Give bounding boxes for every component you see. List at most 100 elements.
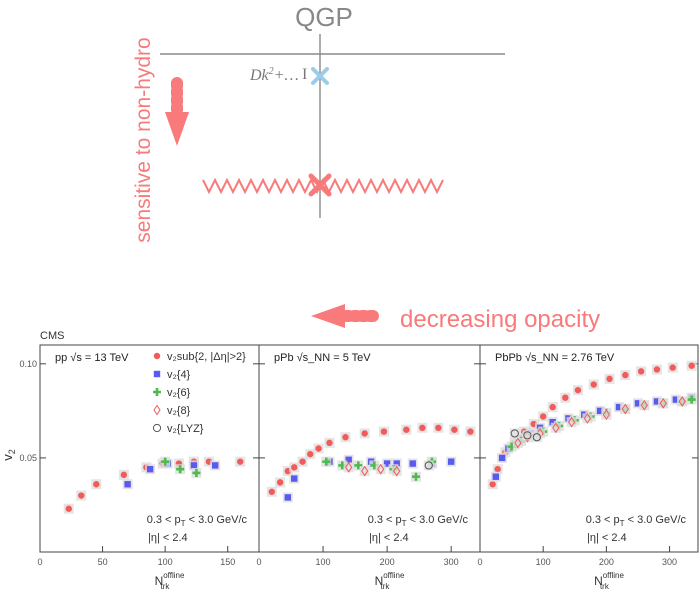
- data-point: [447, 458, 455, 465]
- data-point: [322, 457, 331, 466]
- sys-error-box: [512, 437, 523, 448]
- data-point: [291, 464, 298, 471]
- data-point: [315, 445, 322, 452]
- data-point: [672, 396, 680, 403]
- data-point: [419, 424, 426, 431]
- data-point: [354, 461, 363, 470]
- cms-plots: CMS v2 0 50 100 150 0.05 0.10 pp √s = 13 TeV 0.…: [0, 330, 699, 591]
- data-point: [640, 399, 648, 411]
- data-point: [409, 460, 416, 467]
- data-point: [622, 371, 629, 379]
- pt-cut-label: 0.3 < pT < 3.0 GeV/c: [147, 514, 248, 528]
- series-circle: [487, 360, 697, 490]
- data-point: [212, 462, 219, 469]
- data-point: [342, 434, 349, 441]
- data-point: [161, 457, 170, 466]
- sys-error-box: [566, 417, 577, 428]
- data-point: [393, 465, 401, 477]
- data-point: [549, 403, 556, 411]
- x-tick-label: 0: [37, 557, 42, 567]
- x-marker-icon: [311, 67, 329, 85]
- experiment-label: CMS: [40, 330, 64, 342]
- data-point: [539, 413, 547, 420]
- legend-entry: v₂{6}: [167, 387, 191, 399]
- data-point: [403, 426, 410, 433]
- x-tick-label: 200: [380, 557, 395, 567]
- data-point: [615, 403, 623, 411]
- data-point: [176, 465, 185, 474]
- y-axis-label: v2: [0, 449, 17, 461]
- data-point: [514, 437, 522, 449]
- system-label: pPb √s_NN = 5 TeV: [274, 352, 371, 364]
- sys-error-box: [359, 466, 370, 477]
- data-point: [498, 454, 506, 462]
- data-point: [583, 412, 592, 424]
- data-point: [602, 409, 610, 421]
- data-point: [678, 396, 686, 407]
- data-point: [687, 395, 696, 404]
- series-circle: [266, 422, 476, 497]
- data-point: [669, 364, 676, 371]
- pt-cut-label: 0.3 < pT < 3.0 GeV/c: [368, 514, 469, 528]
- sys-error-box: [531, 432, 542, 443]
- left-arrow-icon: [311, 304, 384, 328]
- data-point: [552, 422, 560, 434]
- data-point: [411, 472, 420, 481]
- data-point: [190, 462, 198, 469]
- legend-marker: [153, 404, 161, 416]
- data-point: [532, 433, 541, 442]
- data-point: [377, 463, 385, 475]
- data-point: [435, 424, 442, 431]
- x-tick-label: 100: [316, 557, 331, 567]
- data-point: [146, 466, 154, 473]
- panel-pbpb: 0 100 200 300 PbPb √s_NN = 2.76 TeV 0.3 < pT …: [477, 344, 699, 591]
- data-point: [637, 368, 645, 375]
- pt-cut-label: 0.3 < pT < 3.0 GeV/c: [586, 514, 687, 528]
- system-label: PbPb √s_NN = 2.76 TeV: [495, 352, 615, 364]
- data-point: [192, 468, 201, 477]
- data-point: [489, 481, 496, 488]
- data-point: [393, 460, 400, 467]
- data-point: [307, 450, 314, 458]
- legend-marker: [152, 423, 162, 433]
- data-point: [574, 386, 582, 394]
- data-point: [634, 400, 642, 407]
- series-open_circle: [423, 460, 434, 471]
- data-point: [659, 397, 667, 409]
- data-point: [494, 466, 501, 473]
- x-tick-label: 0: [477, 557, 482, 567]
- data-point: [291, 475, 298, 482]
- data-point: [124, 481, 131, 488]
- legend-entry: v₂{4}: [167, 369, 191, 381]
- legend-marker: [153, 370, 161, 378]
- sys-error-box: [620, 403, 631, 414]
- data-point: [299, 458, 306, 465]
- sys-error-box: [522, 430, 533, 441]
- data-point: [345, 456, 352, 463]
- data-point: [621, 403, 629, 415]
- x-tick-label: 50: [98, 557, 108, 567]
- data-point: [568, 416, 576, 428]
- formula-bar: I: [302, 66, 307, 83]
- data-point: [284, 494, 292, 501]
- sys-error-box: [601, 409, 612, 420]
- data-point: [78, 492, 85, 499]
- y-tick-label: 0.10: [19, 359, 37, 369]
- sys-error-box: [509, 428, 520, 439]
- legend-entry: v₂sub{2, |Δη|>2}: [167, 351, 246, 363]
- down-arrow-icon: [165, 77, 189, 146]
- data-point: [562, 394, 569, 401]
- legend: v₂sub{2, |Δη|>2} v₂{4} v₂{6} v₂{8} v₂{LYZ}: [152, 351, 246, 435]
- data-point: [276, 479, 284, 486]
- panel-pp: 0 50 100 150 0.05 0.10 pp √s = 13 TeV 0.3 < pT …: [19, 344, 260, 591]
- formula: Dk2+…: [249, 66, 299, 84]
- data-point: [383, 460, 391, 467]
- data-point: [361, 465, 369, 477]
- eta-cut-label: |η| < 2.4: [148, 532, 188, 544]
- data-point: [653, 366, 661, 373]
- data-point: [380, 428, 388, 435]
- data-point: [93, 481, 100, 488]
- data-point: [424, 461, 433, 470]
- x-marker-red-icon: [308, 173, 332, 197]
